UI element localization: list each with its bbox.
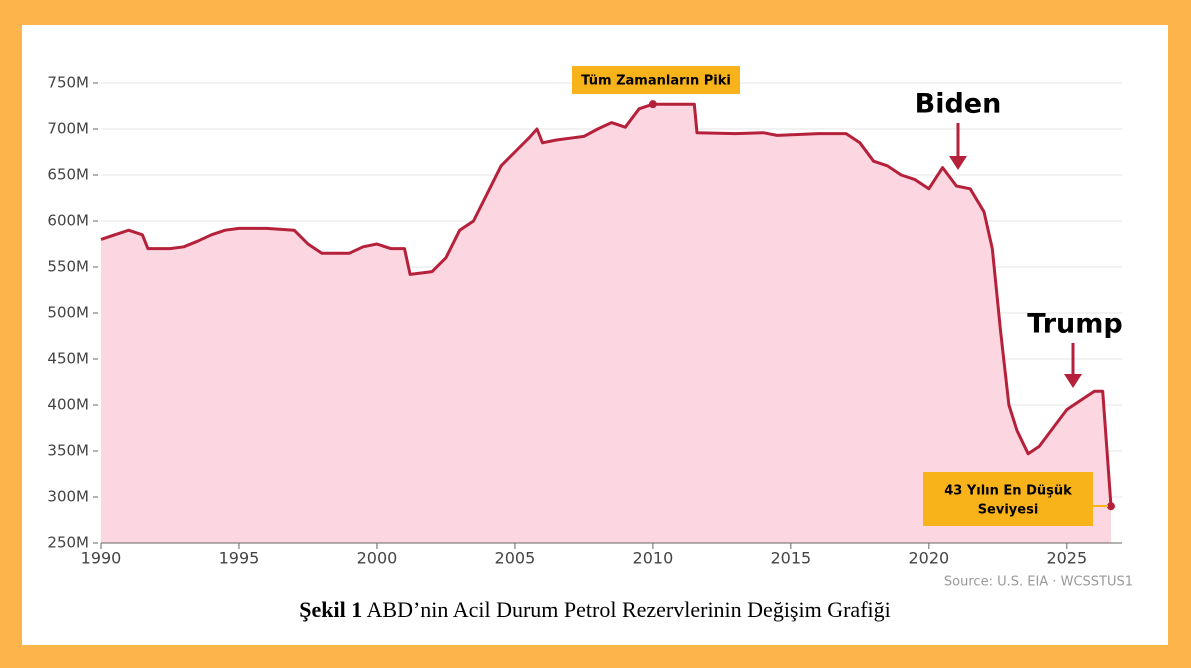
x-tick-label: 2010: [633, 549, 674, 568]
y-tick-label: 600M: [47, 212, 89, 230]
y-tick-label: 400M: [47, 396, 89, 414]
annotation: 43 Yılın En Düşük: [944, 484, 1072, 499]
x-tick-label: 2025: [1046, 549, 1087, 568]
caption-label: Şekil 1: [299, 597, 362, 622]
y-tick-label: 250M: [47, 534, 89, 552]
arrow-head: [1064, 374, 1082, 388]
annotation-box: [923, 472, 1093, 526]
area: [101, 104, 1111, 543]
y-tick-label: 450M: [47, 350, 89, 368]
arrow-head: [949, 156, 967, 170]
caption: Şekil 1 ABD’nin Acil Durum Petrol Rezerv…: [299, 597, 891, 622]
x-tick-label: 2015: [771, 549, 812, 568]
y-tick-label: 750M: [47, 74, 89, 92]
annotation-box: [572, 66, 740, 94]
y-tick-label: 350M: [47, 442, 89, 460]
x-tick-label: 2020: [908, 549, 949, 568]
x-tick-label: 2005: [495, 549, 536, 568]
y-tick-label: 700M: [47, 120, 89, 138]
point-marker: [1106, 502, 1115, 511]
y-tick-label: 550M: [47, 258, 89, 276]
x-tick-label: 2000: [357, 549, 398, 568]
x-tick-label: 1995: [219, 549, 260, 568]
line: [100, 102, 1113, 507]
annotation: Tüm Zamanların Piki: [581, 74, 731, 89]
caption-text: ABD’nin Acil Durum Petrol Rezervlerinin …: [367, 597, 891, 622]
y-tick-label: 500M: [47, 304, 89, 322]
annotation: Biden: [915, 89, 1002, 120]
point-marker: [648, 100, 657, 109]
annotation: Seviyesi: [978, 503, 1039, 518]
source: Source: U.S. EIA · WCSSTUS1: [944, 575, 1133, 590]
x-tick-label: 1990: [81, 549, 122, 568]
annotation: Trump: [1027, 309, 1122, 340]
y-tick-label: 650M: [47, 166, 89, 184]
y-tick-label: 300M: [47, 488, 89, 506]
